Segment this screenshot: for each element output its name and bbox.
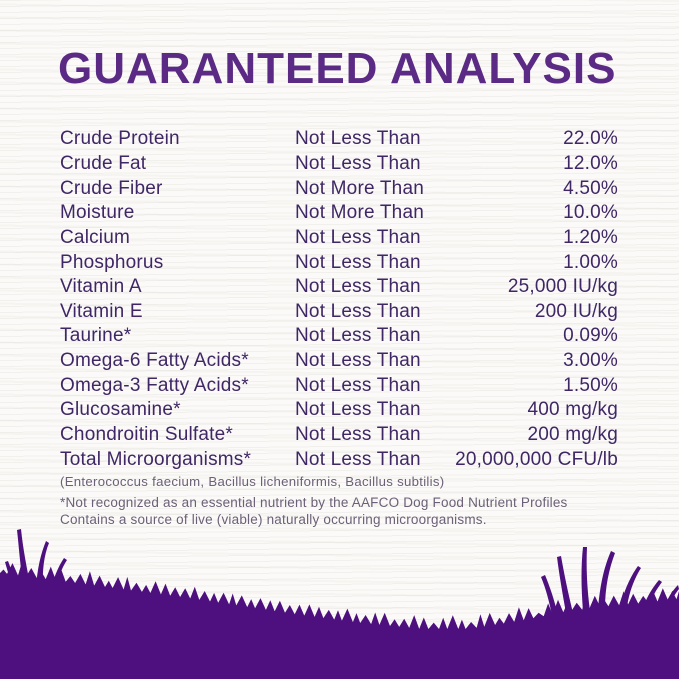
table-row: Vitamin E Not Less Than 200 IU/kg [60, 299, 618, 324]
nutrient-value: 0.09% [563, 325, 618, 347]
nutrient-condition: Not Less Than [295, 350, 421, 372]
nutrient-value: 1.00% [563, 251, 618, 273]
table-row: Total Microorganisms* Not Less Than 20,0… [60, 447, 618, 472]
grass-blade-icon [541, 575, 558, 615]
nutrient-condition: Not Less Than [295, 300, 421, 322]
nutrient-value: 4.50% [563, 177, 618, 199]
nutrient-condition: Not Less Than [295, 226, 421, 248]
table-row: Crude Fiber Not More Than 4.50% [60, 176, 618, 201]
nutrient-name: Crude Fat [60, 152, 147, 174]
nutrient-condition: Not Less Than [295, 325, 421, 347]
nutrient-name: Glucosamine* [60, 399, 181, 421]
nutrient-condition: Not More Than [295, 202, 424, 224]
nutrient-condition: Not More Than [295, 177, 424, 199]
nutrient-value: 12.0% [563, 152, 618, 174]
nutrient-value: 200 mg/kg [527, 424, 618, 445]
nutrient-value: 20,000,000 CFU/lb [455, 448, 618, 470]
nutrient-value: 200 IU/kg [534, 300, 618, 322]
table-row: Glucosamine* Not Less Than 400 mg/kg [60, 398, 618, 423]
nutrient-value: 22.0% [563, 128, 618, 150]
grass-blade-icon [598, 551, 615, 609]
aafco-footnote-line2: Contains a source of live (viable) natur… [60, 511, 487, 527]
nutrient-name: Omega-3 Fatty Acids* [60, 374, 249, 396]
nutrient-condition: Not Less Than [295, 424, 421, 445]
table-row: Calcium Not Less Than 1.20% [60, 226, 618, 251]
nutrient-condition: Not Less Than [295, 152, 421, 174]
nutrient-value: 1.20% [563, 226, 618, 248]
table-row: Taurine* Not Less Than 0.09% [60, 324, 618, 349]
nutrient-value: 1.50% [563, 374, 618, 396]
nutrient-name: Vitamin E [60, 300, 143, 322]
microorganisms-list: (Enterococcus faecium, Bacillus lichenif… [60, 474, 445, 489]
nutrient-condition: Not Less Than [295, 374, 421, 396]
nutrient-name: Chondroitin Sulfate* [60, 424, 233, 445]
nutrient-condition: Not Less Than [295, 399, 421, 421]
nutrient-name: Total Microorganisms* [60, 448, 252, 470]
nutrient-name: Vitamin A [60, 276, 142, 298]
nutrient-name: Phosphorus [60, 251, 164, 273]
grass-blade-icon [17, 529, 31, 589]
nutrient-condition: Not Less Than [295, 276, 421, 298]
aafco-footnote-line1: *Not recognized as an essential nutrient… [60, 495, 568, 510]
nutrient-name: Omega-6 Fatty Acids* [60, 350, 249, 372]
nutrient-value: 10.0% [563, 202, 618, 224]
nutrient-name: Moisture [60, 202, 135, 224]
table-row: Moisture Not More Than 10.0% [60, 201, 618, 226]
table-row: Crude Fat Not Less Than 12.0% [60, 152, 618, 177]
grass-silhouette [0, 529, 679, 679]
nutrient-value: 25,000 IU/kg [507, 276, 618, 298]
nutrient-name: Calcium [60, 226, 131, 248]
nutrient-condition: Not Less Than [295, 251, 421, 273]
grass-blade-icon [557, 556, 573, 613]
table-row: Crude Protein Not Less Than 22.0% [60, 127, 618, 152]
table-row: Vitamin A Not Less Than 25,000 IU/kg [60, 275, 618, 300]
table-row: Chondroitin Sulfate* Not Less Than 200 m… [60, 423, 618, 448]
nutrient-name: Crude Protein [60, 128, 180, 150]
aafco-footnote: *Not recognized as an essential nutrient… [60, 495, 568, 528]
table-row: Phosphorus Not Less Than 1.00% [60, 250, 618, 275]
nutrient-condition: Not Less Than [295, 128, 421, 150]
nutrient-name: Crude Fiber [60, 177, 163, 199]
grass-blade-icon [581, 547, 590, 611]
analysis-table: Crude Protein Not Less Than 22.0% Crude … [60, 127, 618, 472]
nutrient-name: Taurine* [60, 325, 132, 347]
nutrient-condition: Not Less Than [295, 448, 421, 470]
grass-hill [0, 562, 679, 679]
table-row: Omega-6 Fatty Acids* Not Less Than 3.00% [60, 349, 618, 374]
table-row: Omega-3 Fatty Acids* Not Less Than 1.50% [60, 373, 618, 398]
page-title: GUARANTEED ANALYSIS [58, 44, 617, 93]
nutrient-value: 3.00% [563, 350, 618, 372]
nutrient-value: 400 mg/kg [527, 399, 618, 421]
